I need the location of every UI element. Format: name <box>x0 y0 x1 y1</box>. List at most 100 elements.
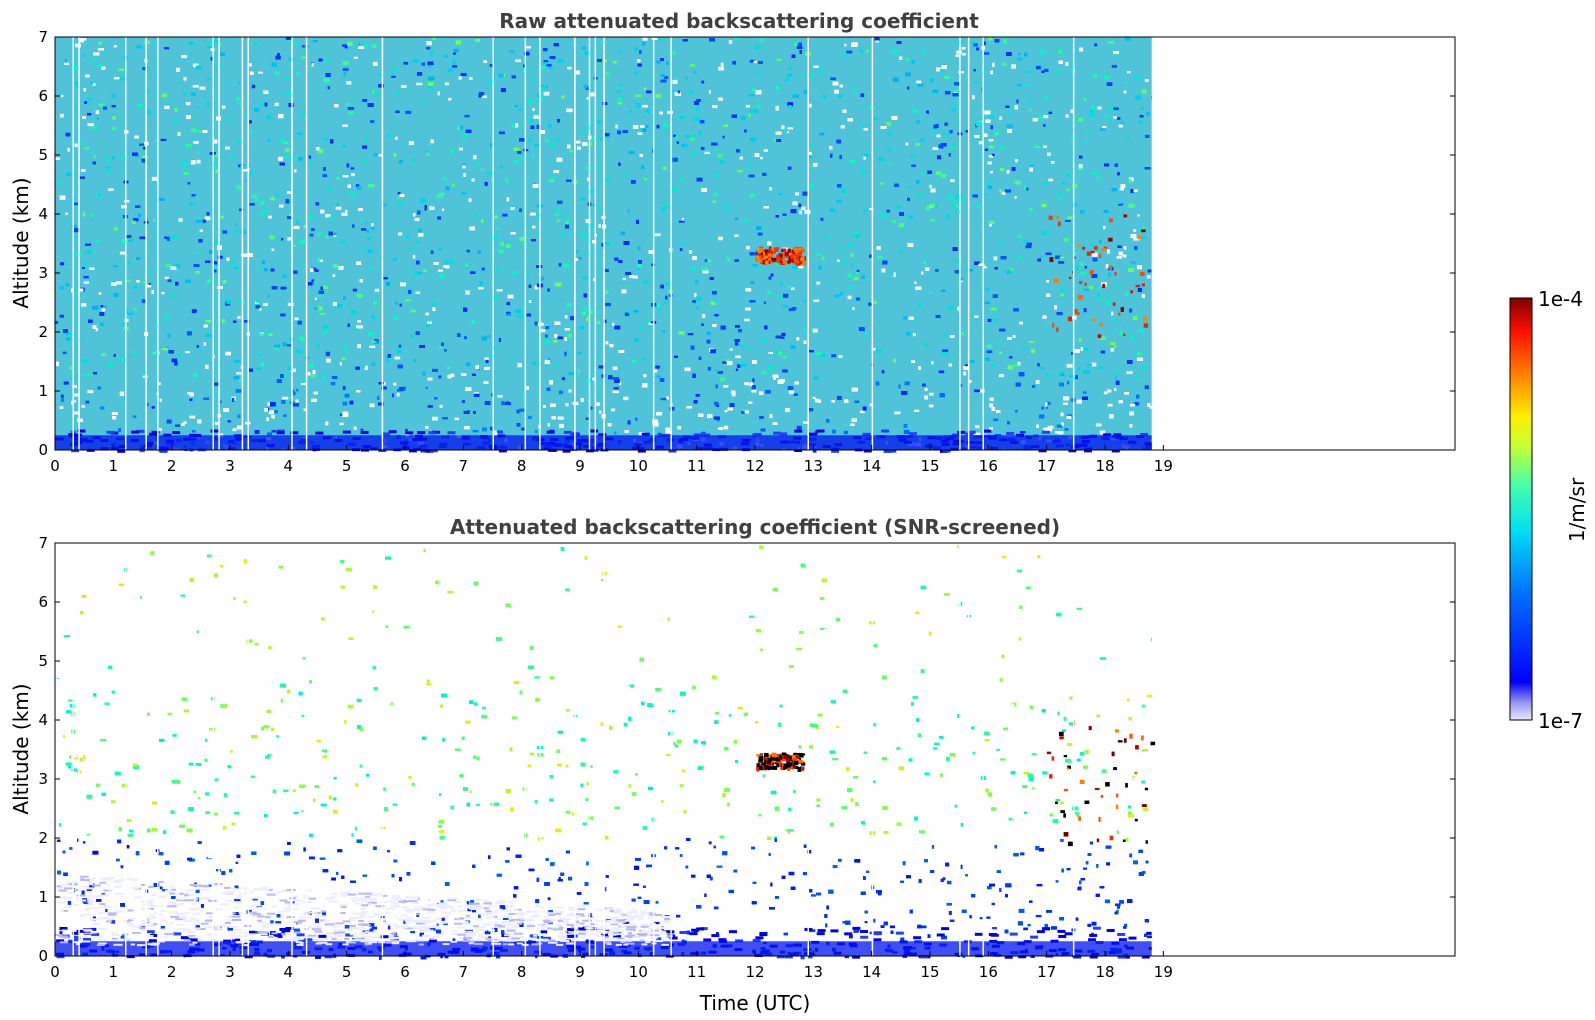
heatmap-cell <box>354 328 360 331</box>
heatmap-cell <box>712 105 718 109</box>
heatmap-cell <box>800 74 803 77</box>
heatmap-cell <box>706 339 711 344</box>
heatmap-cell <box>301 382 307 386</box>
heatmap-cell <box>576 351 582 355</box>
heatmap-cell <box>545 85 548 89</box>
heatmap-cell <box>1043 114 1049 119</box>
heatmap-cell <box>255 305 261 309</box>
heatmap-cell <box>484 181 488 186</box>
heatmap-cell <box>707 366 711 371</box>
heatmap-cell <box>1123 246 1127 250</box>
heatmap-cell <box>787 102 794 107</box>
heatmap-cell <box>796 337 800 341</box>
heatmap-cell <box>427 405 433 408</box>
heatmap-cell <box>452 65 458 68</box>
heatmap-cell <box>784 407 790 412</box>
heatmap-cell <box>443 55 448 58</box>
heatmap-cell <box>933 92 937 96</box>
heatmap-cell <box>514 104 518 108</box>
heatmap-cell <box>1043 427 1048 431</box>
heatmap-cell <box>738 329 743 333</box>
heatmap-cell <box>308 215 313 219</box>
heatmap-cell <box>1094 43 1098 47</box>
heatmap-cell <box>208 44 213 47</box>
heatmap-cell <box>1065 114 1069 118</box>
heatmap-cell <box>260 200 265 205</box>
heatmap-cell <box>760 157 763 160</box>
heatmap-cell <box>812 328 818 333</box>
heatmap-cell <box>146 270 152 273</box>
heatmap-cell <box>545 139 549 142</box>
heatmap-cell <box>344 45 348 49</box>
heatmap-cell <box>875 39 879 43</box>
heatmap-cell <box>370 120 375 123</box>
heatmap-cell <box>151 176 158 181</box>
heatmap-cell <box>863 153 870 157</box>
heatmap-cell <box>63 381 69 385</box>
heatmap-cell <box>258 71 263 74</box>
heatmap-cell <box>82 373 88 376</box>
heatmap-cell <box>688 250 693 254</box>
heatmap-cell <box>311 398 317 403</box>
heatmap-cell <box>908 185 912 189</box>
heatmap-cell <box>553 340 558 343</box>
heatmap-cell <box>128 239 134 242</box>
heatmap-cell <box>238 299 243 303</box>
heatmap-cell <box>452 183 455 187</box>
heatmap-cell <box>214 239 218 243</box>
heatmap-cell <box>369 345 376 348</box>
heatmap-cell <box>617 70 621 74</box>
heatmap-cell <box>132 415 137 418</box>
heatmap-cell <box>623 396 629 401</box>
heatmap-cell <box>171 294 176 298</box>
heatmap-cell <box>987 185 993 190</box>
heatmap-cell <box>681 217 685 221</box>
heatmap-cell <box>429 205 433 208</box>
heatmap-cell <box>1075 375 1078 380</box>
heatmap-cell <box>836 395 842 400</box>
heatmap-cell <box>418 228 422 232</box>
heatmap-cell <box>520 316 524 320</box>
heatmap-cell <box>656 37 661 41</box>
heatmap-cell <box>543 62 549 66</box>
heatmap-cell <box>327 86 331 90</box>
heatmap-cell <box>812 396 816 399</box>
heatmap-cell <box>160 138 167 141</box>
heatmap-cell <box>558 390 564 395</box>
heatmap-cell <box>508 50 515 53</box>
heatmap-cell <box>1099 128 1106 131</box>
heatmap-cell <box>861 124 865 129</box>
heatmap-cell <box>1089 110 1094 114</box>
heatmap-cell <box>843 430 848 435</box>
heatmap-cell <box>282 342 287 347</box>
heatmap-cell <box>656 375 661 378</box>
heatmap-cell <box>69 376 74 380</box>
heatmap-cell <box>1026 187 1029 191</box>
heatmap-cell <box>725 359 731 363</box>
heatmap-cell <box>586 97 591 100</box>
heatmap-cell <box>1079 47 1084 52</box>
heatmap-cell <box>432 307 436 312</box>
heatmap-cell <box>936 124 939 128</box>
heatmap-cell <box>1016 235 1022 238</box>
heatmap-cell <box>407 289 412 294</box>
heatmap-cell <box>101 308 106 312</box>
heatmap-cell <box>1048 178 1054 182</box>
heatmap-cell <box>1067 381 1070 385</box>
heatmap-cell <box>286 344 293 347</box>
heatmap-cell <box>646 90 652 94</box>
heatmap-cell <box>1119 331 1124 336</box>
heatmap-cell <box>342 44 347 47</box>
heatmap-cell <box>464 336 467 340</box>
heatmap-cell <box>139 449 145 453</box>
heatmap-cell <box>192 63 199 68</box>
heatmap-cell <box>408 268 411 273</box>
heatmap-cell <box>820 217 824 221</box>
heatmap-cell <box>1132 403 1138 406</box>
heatmap-cell <box>978 141 983 145</box>
heatmap-cell <box>1014 195 1017 199</box>
heatmap-cell <box>814 398 819 403</box>
heatmap-cell <box>426 41 432 46</box>
heatmap-cell <box>856 269 860 273</box>
heatmap-cell <box>813 299 820 303</box>
